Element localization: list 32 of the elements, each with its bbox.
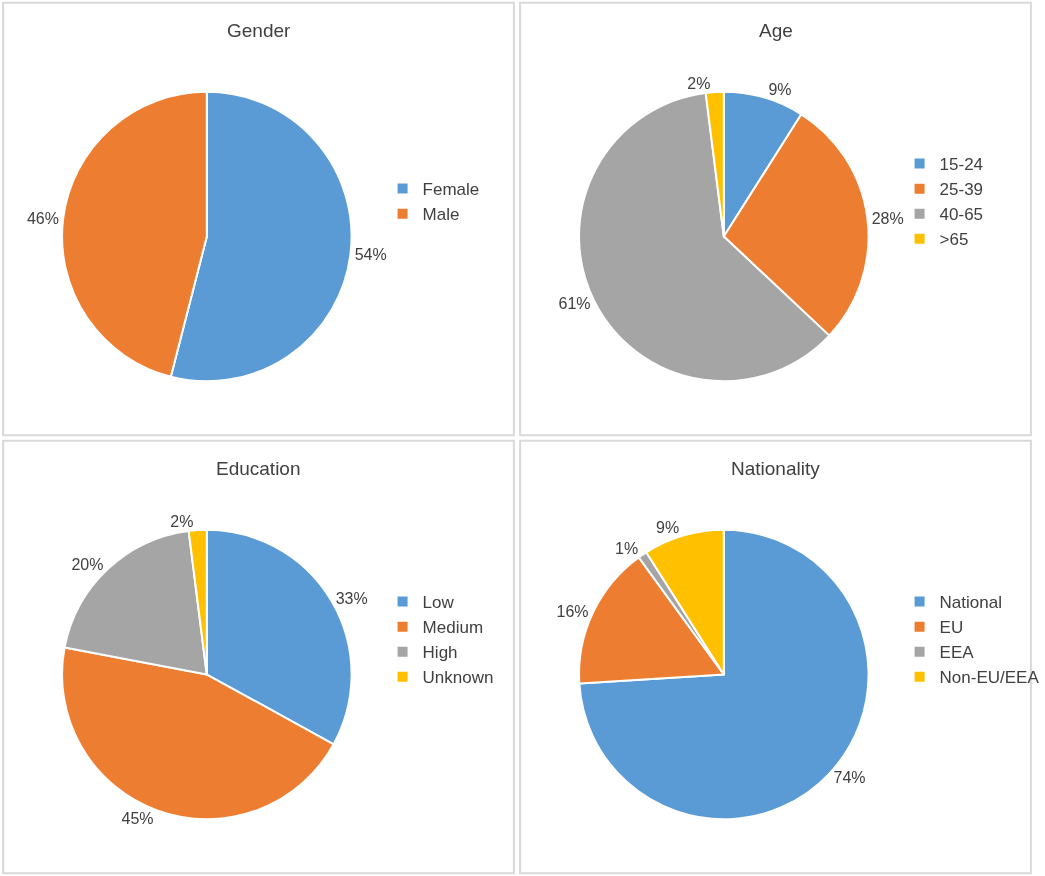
data-label: 45% [121,809,154,827]
legend-label: >65 [939,230,969,250]
data-label: 54% [354,246,387,264]
legend-label: High [422,643,458,663]
chart-title: Education [216,458,301,479]
legend-label: 15-24 [939,155,984,175]
legend-label: Non-EU/EEA [939,668,1040,688]
legend-label: Male [422,205,460,225]
chart-title: Age [759,20,793,41]
data-label: 28% [871,209,904,227]
data-label: 1% [615,540,639,558]
legend-label: Medium [422,618,484,638]
data-label: 2% [170,513,194,531]
data-label: 2% [687,75,711,93]
data-label: 16% [556,602,589,620]
data-label: 9% [656,519,680,537]
legend-label: 40-65 [939,205,984,225]
legend-label: Unknown [422,668,494,688]
legend-label: National [939,593,1002,613]
chart-title: Nationality [731,458,821,479]
legend-label: Female [422,180,480,200]
data-label: 46% [26,209,59,227]
data-label: 33% [335,590,368,608]
legend-label: 25-39 [939,180,984,200]
legend-label: EU [939,618,964,638]
data-label: 74% [833,769,866,787]
data-label: 61% [558,295,591,313]
data-label: 9% [768,81,792,99]
data-label: 20% [71,555,104,573]
legend-label: EEA [939,643,975,663]
legend-label: Low [422,593,455,613]
chart-title: Gender [227,20,292,41]
